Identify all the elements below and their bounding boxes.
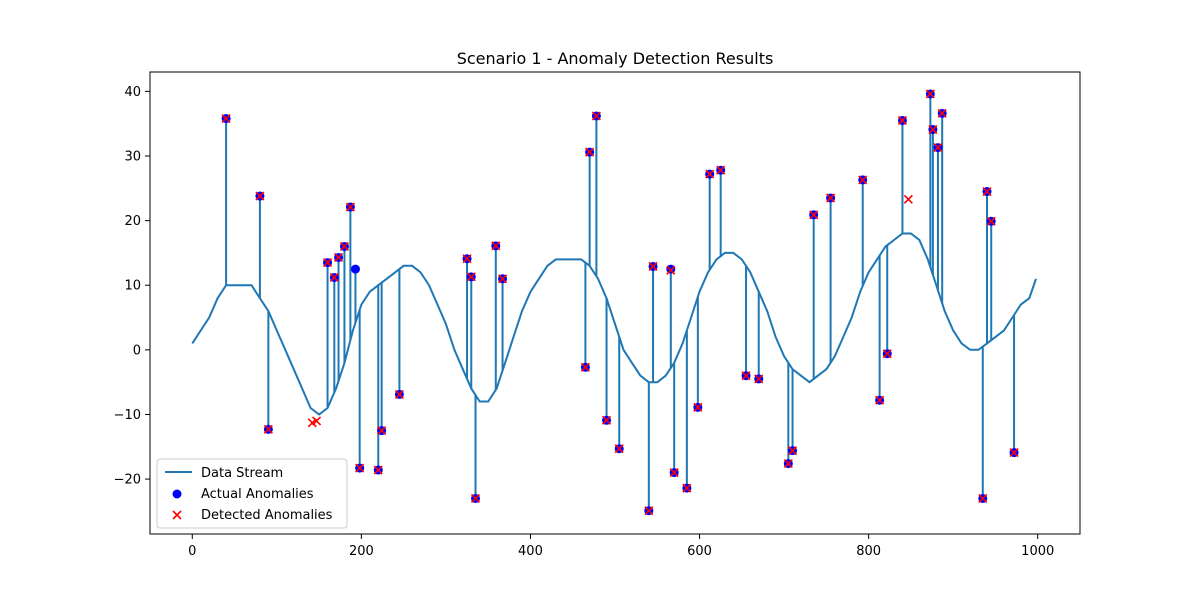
detected-anomaly-point xyxy=(585,147,595,157)
series-line-data-stream xyxy=(191,232,1037,416)
detected-anomaly-point xyxy=(882,349,892,359)
y-tick-label: −10 xyxy=(114,408,141,423)
detected-anomaly-point xyxy=(470,493,481,504)
x-tick-label: 600 xyxy=(687,544,712,559)
x-tick-label: 200 xyxy=(349,544,374,559)
detected-anomaly-point xyxy=(466,272,476,282)
detected-anomaly-point xyxy=(333,252,344,263)
detected-anomaly-point xyxy=(928,124,938,135)
plot-area xyxy=(191,89,1037,516)
detected-anomaly-point xyxy=(986,216,996,226)
x-tick-label: 800 xyxy=(856,544,881,559)
detected-anomaly-point xyxy=(716,165,726,175)
actual-anomaly-point xyxy=(350,264,360,274)
y-tick-label: 40 xyxy=(124,85,141,100)
detected-anomaly-point xyxy=(462,254,472,264)
detected-anomaly-point xyxy=(255,191,265,201)
plot-frame xyxy=(149,71,1081,535)
y-tick-label: 20 xyxy=(124,214,141,229)
detected-anomaly-point xyxy=(311,416,322,426)
detected-anomaly-point xyxy=(648,261,658,272)
detected-anomaly-point xyxy=(491,241,501,251)
detected-anomaly-point xyxy=(497,274,508,284)
detected-anomaly-point xyxy=(741,371,751,381)
detected-anomaly-point xyxy=(897,115,908,126)
detected-anomaly-point xyxy=(978,493,988,504)
legend-box xyxy=(156,458,348,529)
x-tick-label: 400 xyxy=(518,544,543,559)
detected-anomaly-point xyxy=(933,143,943,153)
detected-anomaly-point xyxy=(373,465,383,475)
detected-anomaly-point xyxy=(1009,448,1019,458)
detected-anomaly-point xyxy=(682,483,692,493)
legend-label: Data Stream xyxy=(201,466,283,481)
detected-anomaly-point xyxy=(903,194,913,204)
y-tick-label: 0 xyxy=(133,343,141,358)
detected-anomaly-point xyxy=(937,108,947,118)
legend-label: Actual Anomalies xyxy=(201,487,314,502)
detected-anomaly-point xyxy=(355,463,365,473)
y-axis: −20 −10 0 10 20 30 40 xyxy=(114,85,150,488)
detected-anomaly-point xyxy=(601,415,612,425)
legend-dot-swatch xyxy=(172,489,182,499)
y-tick-label: 30 xyxy=(124,150,141,165)
detected-anomaly-point xyxy=(263,424,273,434)
detected-anomaly-point xyxy=(826,193,836,203)
detected-anomaly-point xyxy=(705,169,715,179)
actual-anomaly-point xyxy=(666,264,676,274)
chart-title: Scenario 1 - Anomaly Detection Results xyxy=(457,49,774,68)
y-tick-label: −20 xyxy=(114,473,141,488)
detected-anomaly-point xyxy=(787,446,798,456)
detected-anomaly-point xyxy=(858,175,868,185)
detected-anomaly-point xyxy=(394,389,404,399)
detected-anomaly-point xyxy=(982,186,992,197)
detected-anomaly-point xyxy=(666,265,676,275)
detected-anomaly-point xyxy=(345,202,355,212)
x-tick-label: 1000 xyxy=(1021,544,1054,559)
detected-anomaly-point xyxy=(591,111,601,121)
detected-anomaly-point xyxy=(322,258,333,268)
detected-anomaly-point xyxy=(875,395,885,405)
legend: Data Stream Actual Anomalies Detected Anom… xyxy=(156,458,348,529)
detected-anomaly-point xyxy=(925,89,935,99)
detected-anomaly-point xyxy=(809,210,819,220)
detected-anomaly-point xyxy=(693,402,703,412)
legend-x-swatch xyxy=(172,510,182,520)
detected-anomaly-point xyxy=(669,468,679,478)
detected-anomaly-point xyxy=(644,506,654,516)
detected-anomaly-point xyxy=(580,362,590,372)
detected-anomaly-point xyxy=(377,426,387,436)
y-tick-label: 10 xyxy=(124,279,141,294)
x-axis: 0 200 400 600 800 1000 xyxy=(188,534,1054,559)
detected-anomaly-point xyxy=(614,444,624,454)
legend-label: Detected Anomalies xyxy=(201,508,333,523)
detected-anomaly-point xyxy=(783,459,793,469)
detected-anomaly-point xyxy=(329,272,339,283)
detected-anomaly-point xyxy=(754,374,764,384)
x-tick-label: 0 xyxy=(188,544,196,559)
detected-anomaly-point xyxy=(221,113,231,124)
detected-anomaly-point xyxy=(339,241,350,252)
